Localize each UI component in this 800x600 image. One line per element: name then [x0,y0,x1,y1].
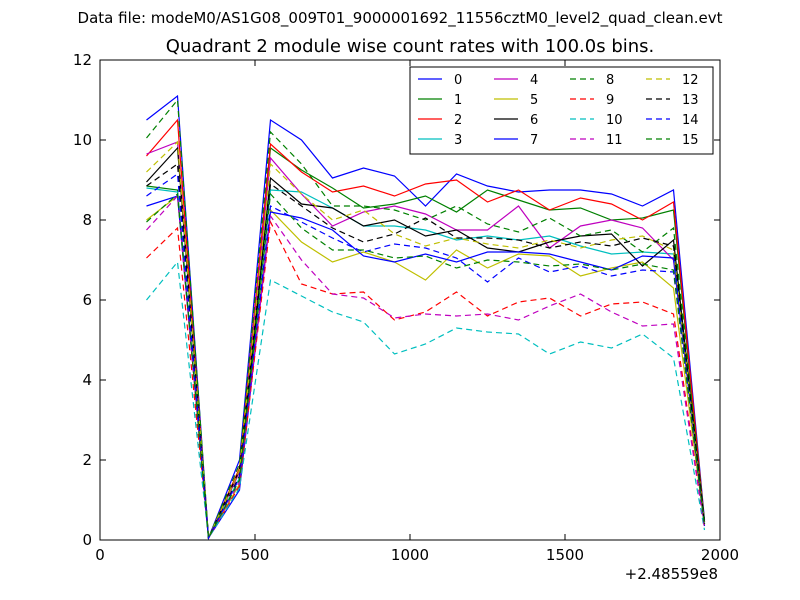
legend-label: 12 [682,73,699,88]
y-tick-label: 0 [82,531,92,549]
series-line-5 [146,194,706,540]
series-line-2 [146,118,706,539]
series-line-8 [146,98,706,539]
x-tick-label: 2000 [701,546,739,564]
series-line-9 [146,219,706,540]
legend-label: 0 [454,73,462,88]
y-tick-label: 2 [82,451,92,469]
series-line-15 [146,192,706,541]
legend-label: 3 [454,133,462,148]
legend-label: 10 [606,113,623,128]
series-layer [146,94,706,541]
series-line-10 [146,260,706,540]
legend-label: 14 [682,113,699,128]
chart-title: Quadrant 2 module wise count rates with … [165,36,655,57]
series-line-7 [146,195,706,540]
x-tick-label: 0 [95,546,105,564]
series-line-4 [146,141,706,541]
legend-label: 13 [682,93,699,108]
legend-label: 7 [530,133,538,148]
y-tick-label: 8 [82,211,92,229]
legend-label: 4 [530,73,538,88]
series-line-0 [146,94,706,539]
legend-frame [409,66,714,155]
legend-label: 2 [454,113,462,128]
legend-label: 5 [530,93,538,108]
legend-label: 11 [606,133,623,148]
x-offset-label: +2.48559e8 [625,565,718,583]
legend-label: 6 [530,113,538,128]
legend-label: 15 [682,133,699,148]
x-tick-label: 1000 [391,546,429,564]
series-line-12 [146,140,706,541]
chart-suptitle: Data file: modeM0/AS1G08_009T01_90000016… [77,9,723,27]
y-tick-label: 12 [73,51,92,69]
series-line-11 [146,194,706,540]
y-tick-label: 6 [82,291,92,309]
legend-label: 9 [606,93,614,108]
y-tick-label: 4 [82,371,92,389]
x-tick-label: 500 [241,546,270,564]
legend-label: 8 [606,73,614,88]
x-tick-label: 1500 [546,546,584,564]
legend-label: 1 [454,93,462,108]
y-tick-label: 10 [73,131,92,149]
